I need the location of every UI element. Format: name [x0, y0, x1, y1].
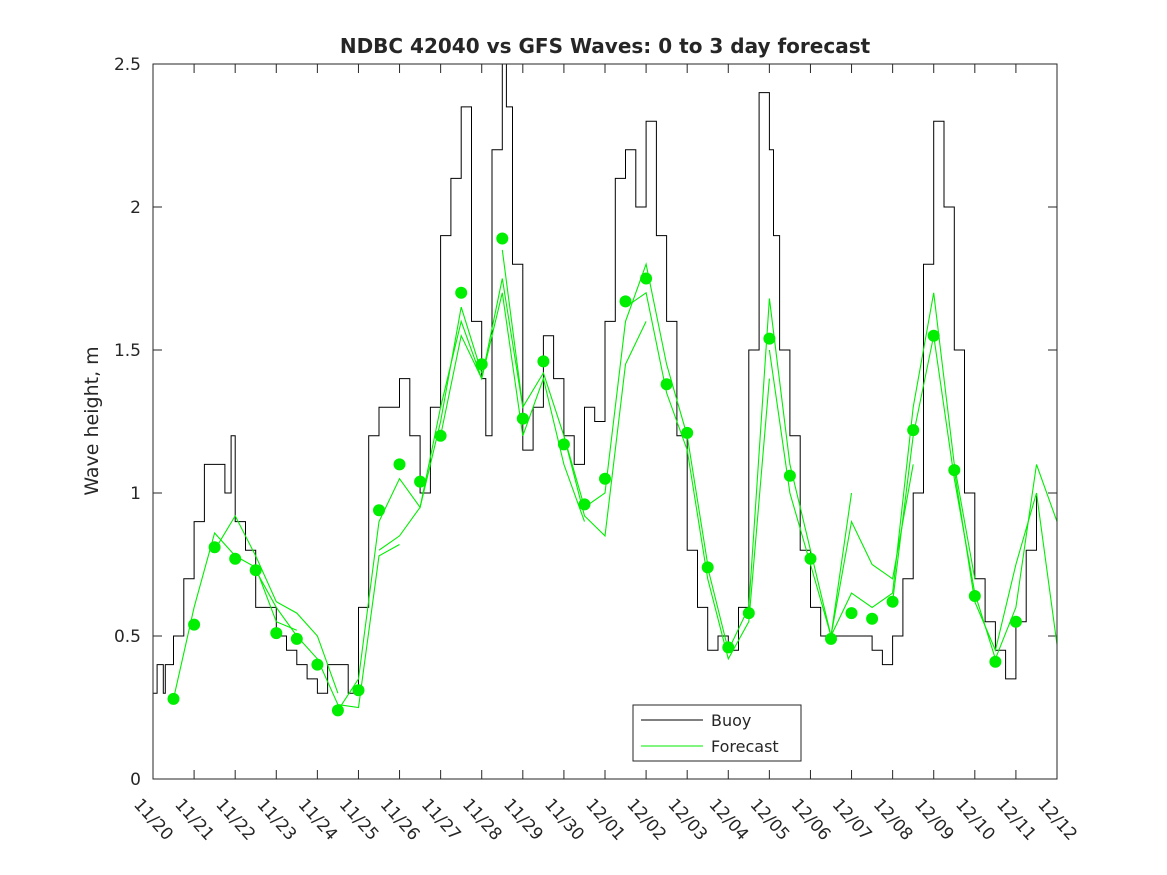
- forecast-marker: [845, 607, 858, 620]
- legend: Buoy Forecast: [632, 704, 802, 762]
- forecast-line: [337, 306, 483, 711]
- x-tick-label: 12/10: [951, 795, 999, 845]
- forecast-line: [255, 544, 400, 709]
- x-tick-label: 11/23: [253, 795, 301, 845]
- forecast-marker: [578, 498, 591, 511]
- x-tick-label: 11/28: [458, 795, 506, 845]
- forecast-marker: [537, 355, 550, 368]
- y-tick-labels: 0 0.5 1 1.5 2 2.5: [114, 55, 141, 790]
- forecast-marker: [599, 472, 611, 485]
- forecast-marker: [927, 329, 940, 342]
- chart-title: NDBC 42040 vs GFS Waves: 0 to 3 day fore…: [340, 34, 871, 58]
- forecast-marker: [270, 627, 283, 640]
- buoy-line: [153, 63, 1037, 694]
- forecast-marker: [804, 552, 817, 565]
- x-tick-label: 11/27: [417, 795, 465, 845]
- forecast-marker: [640, 272, 653, 285]
- forecast-marker: [968, 590, 981, 602]
- forecast-line: [953, 470, 1058, 653]
- y-tick-label: 1: [130, 484, 141, 504]
- x-tick-label: 12/11: [992, 795, 1040, 845]
- legend-box: [632, 704, 802, 762]
- x-tick-label: 11/24: [294, 795, 342, 845]
- forecast-marker: [557, 438, 570, 451]
- x-tick-label: 12/05: [746, 795, 794, 845]
- forecast-marker: [1009, 615, 1022, 628]
- forecast-marker: [948, 464, 961, 477]
- forecast-marker: [249, 564, 262, 577]
- forecast-marker: [311, 658, 324, 671]
- forecast-line: [768, 349, 914, 637]
- forecast-line: [214, 514, 339, 694]
- forecast-marker: [352, 684, 365, 697]
- forecast-marker: [373, 504, 385, 517]
- x-tick-label: 11/25: [335, 795, 383, 845]
- buoy-series: [153, 63, 1037, 694]
- x-tick-label: 12/01: [581, 795, 629, 845]
- y-axis-label: Wave height, m: [81, 346, 103, 495]
- forecast-marker: [414, 475, 427, 488]
- forecast-marker: [783, 469, 796, 482]
- forecast-marker: [886, 595, 899, 608]
- forecast-marker: [825, 632, 837, 645]
- forecast-marker: [619, 295, 632, 308]
- y-tick-label: 2: [130, 198, 141, 218]
- forecast-marker: [763, 332, 776, 345]
- forecast-marker: [188, 618, 201, 631]
- forecast-marker: [722, 641, 735, 654]
- forecast-line: [501, 249, 647, 538]
- x-tick-label: 11/26: [376, 795, 424, 845]
- x-tick-label: 11/22: [211, 795, 259, 845]
- y-tick-label: 2.5: [114, 55, 141, 75]
- forecast-marker: [331, 704, 344, 717]
- x-tick-labels: 11/2011/2111/2211/2311/2411/2511/2611/27…: [129, 795, 1081, 845]
- forecast-marker: [290, 632, 303, 645]
- forecast-marker: [393, 458, 406, 471]
- forecast-marker: [434, 429, 447, 442]
- forecast-line: [378, 278, 524, 551]
- x-tick-label: 12/08: [869, 795, 917, 845]
- forecast-markers: [167, 232, 1022, 717]
- x-tick-label: 11/29: [499, 795, 547, 845]
- legend-forecast-label: Forecast: [711, 737, 779, 756]
- forecast-marker: [455, 286, 468, 299]
- y-tick-label: 0.5: [114, 627, 141, 647]
- x-tick-label: 11/21: [170, 795, 218, 845]
- forecast-line: [440, 292, 586, 522]
- forecast-marker: [989, 655, 1002, 668]
- forecast-marker: [516, 412, 529, 425]
- forecast-marker: [660, 378, 673, 391]
- x-tick-label: 12/12: [1033, 795, 1081, 845]
- forecast-marker: [229, 552, 242, 565]
- forecast-marker: [866, 612, 879, 625]
- forecast-marker: [475, 358, 488, 371]
- forecast-marker: [742, 607, 755, 620]
- legend-buoy-label: Buoy: [711, 711, 751, 730]
- x-tick-label: 11/30: [540, 795, 588, 845]
- x-tick-label: 12/03: [663, 795, 711, 845]
- x-tick-label: 11/20: [129, 795, 177, 845]
- plot-frame: [152, 63, 1058, 780]
- x-tick-label: 12/02: [622, 795, 670, 845]
- forecast-line: [625, 291, 770, 661]
- forecast-marker: [701, 561, 714, 574]
- x-tick-label: 12/04: [705, 795, 753, 845]
- forecast-marker: [167, 692, 180, 705]
- x-tick-label: 12/07: [828, 795, 876, 845]
- y-tick-label: 0: [130, 770, 141, 790]
- x-tick-label: 12/09: [910, 795, 958, 845]
- y-tick-label: 1.5: [114, 341, 141, 361]
- forecast-marker: [496, 232, 509, 245]
- forecast-line: [830, 292, 976, 637]
- x-tick-label: 12/06: [787, 795, 835, 845]
- forecast-marker: [208, 541, 221, 554]
- forecast-marker: [907, 424, 920, 437]
- forecast-marker: [681, 426, 694, 439]
